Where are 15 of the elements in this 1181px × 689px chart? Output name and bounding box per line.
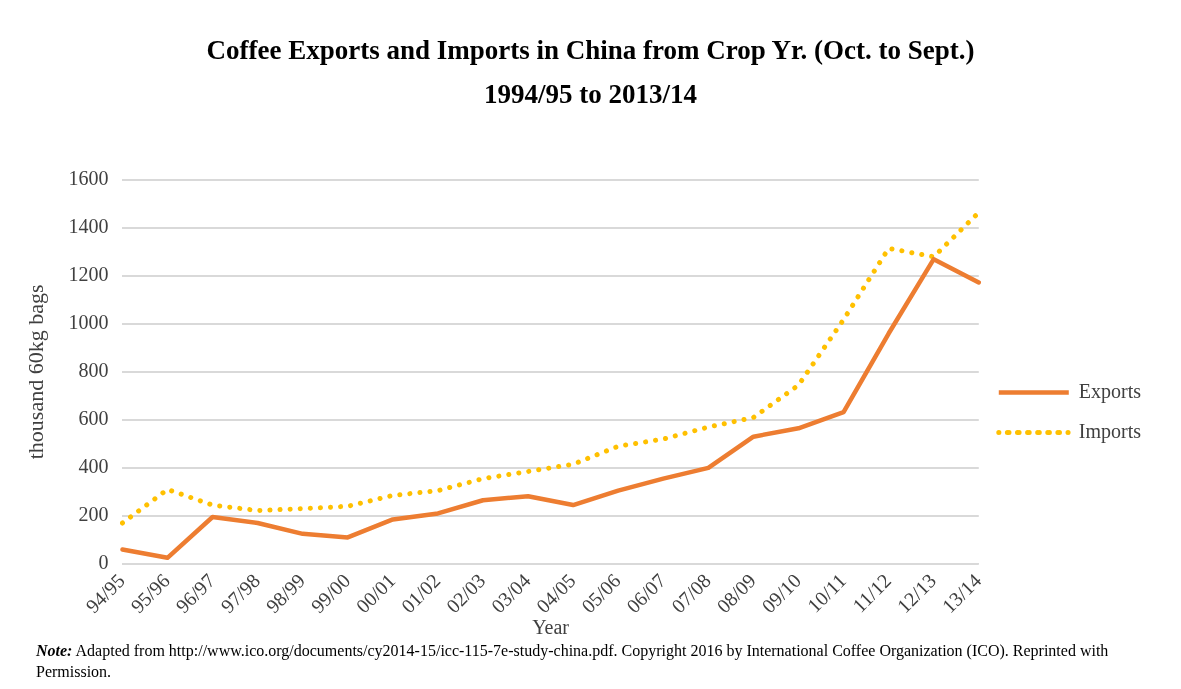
chart-title: Coffee Exports and Imports in China from Crop Yr. (Oct. to Sept.) 1994/95 to 2013/14 — [205, 34, 976, 111]
y-tick-label: 600 — [78, 407, 109, 430]
y-tick-label: 200 — [78, 503, 109, 526]
y-tick-label: 0 — [98, 551, 109, 574]
legend-label: Imports — [1078, 419, 1142, 443]
x-axis-title: Year — [532, 616, 570, 639]
y-tick-label: 1400 — [68, 215, 109, 238]
y-tick-label: 800 — [78, 359, 109, 382]
y-tick-label: 1000 — [68, 311, 109, 334]
y-tick-label: 400 — [78, 455, 109, 478]
text: Note: Adapted from http://www.ico.org/documents/cy2014-15/icc-115-7e-study-china.pdf. Copyright 2016 by International Coffee Organization (ICO). Reprinted with Permission. — [36, 641, 1110, 682]
y-tick-label: 1200 — [68, 263, 109, 286]
y-tick-label: 1600 — [68, 167, 109, 190]
y-axis-title: thousand 60kg bags — [22, 284, 48, 460]
legend-label: Exports — [1078, 379, 1142, 403]
